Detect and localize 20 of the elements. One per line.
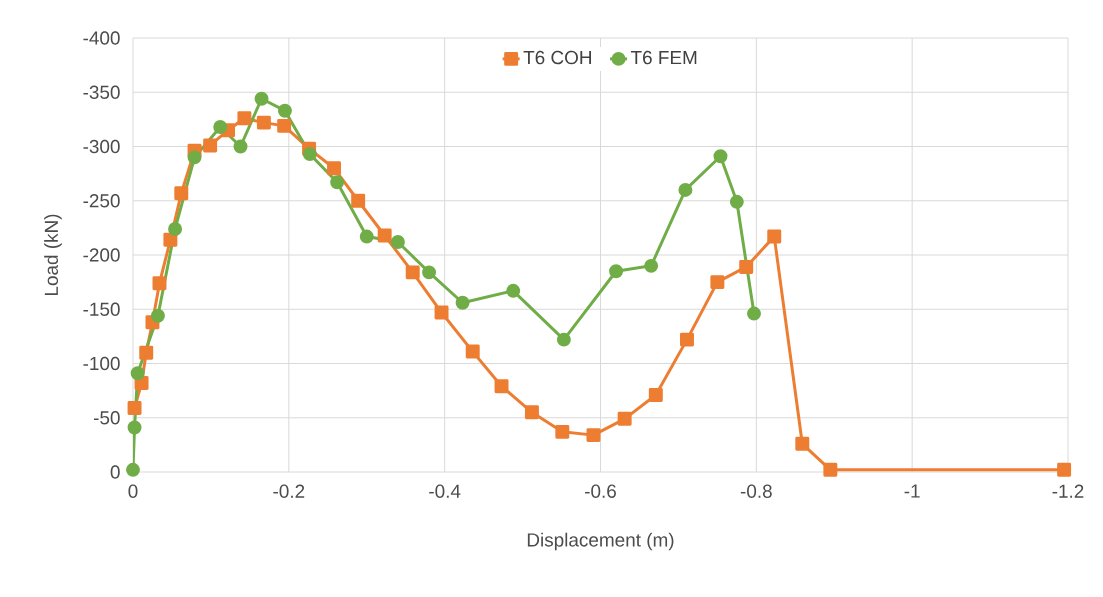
y-tick-label: -300 <box>83 139 120 154</box>
x-tick-label: -0.4 <box>429 484 461 498</box>
y-axis-title: Load (kN) <box>44 214 62 296</box>
x-tick-label: -0.6 <box>585 484 616 498</box>
x-tick-label: -1 <box>904 484 920 498</box>
y-tick-label: -350 <box>83 85 120 99</box>
y-tick-label: -250 <box>83 194 120 208</box>
y-tick-label: -400 <box>83 31 120 45</box>
x-tick-label: -0.2 <box>273 484 305 498</box>
y-tick-label: -150 <box>83 302 120 316</box>
y-tick-label: -50 <box>93 411 120 425</box>
x-tick-label: -1.2 <box>1052 484 1084 498</box>
x-tick-label: -0.8 <box>740 484 772 498</box>
legend-label: T6 COH <box>523 50 591 65</box>
legend-label: T6 FEM <box>630 50 697 65</box>
y-tick-label: -200 <box>83 248 120 262</box>
y-tick-label: 0 <box>110 465 120 479</box>
x-tick-label: 0 <box>128 484 138 498</box>
x-axis-title: Displacement (m) <box>527 532 674 551</box>
y-tick-label: -100 <box>83 356 120 371</box>
